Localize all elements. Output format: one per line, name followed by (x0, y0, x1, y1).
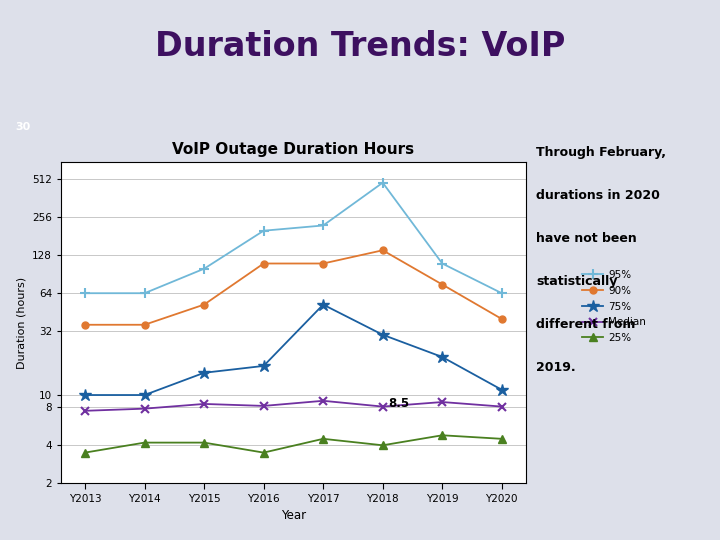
Median (379, 403, 387, 410)
75% (319, 301, 328, 308)
90% (140, 321, 149, 328)
25% (438, 432, 446, 438)
75% (140, 392, 149, 399)
Median (259, 403, 268, 409)
95% (319, 222, 328, 229)
90% (81, 321, 89, 328)
25% (199, 440, 208, 446)
Y-axis label: Duration (hours): Duration (hours) (17, 276, 27, 369)
90% (319, 260, 328, 267)
Line: 25%: 25% (81, 431, 506, 457)
75% (259, 363, 268, 369)
95% (438, 260, 446, 267)
Line: 75%: 75% (78, 298, 508, 401)
90% (379, 247, 387, 253)
75% (498, 387, 506, 393)
25% (259, 449, 268, 456)
75% (199, 369, 208, 376)
Text: 2019.: 2019. (536, 361, 576, 374)
95% (379, 179, 387, 186)
Text: statistically: statistically (536, 275, 618, 288)
95% (140, 290, 149, 296)
Median (498, 403, 506, 410)
25% (81, 449, 89, 456)
Median (81, 408, 89, 414)
90% (199, 301, 208, 308)
25% (498, 436, 506, 442)
95% (498, 290, 506, 296)
25% (379, 442, 387, 449)
90% (438, 281, 446, 288)
Median (140, 406, 149, 412)
Median (438, 399, 446, 406)
25% (319, 436, 328, 442)
Text: different from: different from (536, 318, 636, 331)
Median (199, 401, 208, 407)
90% (259, 260, 268, 267)
Text: Through February,: Through February, (536, 146, 667, 159)
90% (498, 316, 506, 322)
75% (81, 392, 89, 399)
Line: 95%: 95% (80, 178, 507, 298)
Legend: 95%, 90%, 75%, Median, 25%: 95%, 90%, 75%, Median, 25% (578, 266, 650, 347)
95% (259, 227, 268, 234)
75% (379, 332, 387, 338)
X-axis label: Year: Year (281, 509, 306, 522)
Line: 90%: 90% (81, 247, 505, 328)
95% (81, 290, 89, 296)
Line: Median: Median (81, 397, 506, 415)
75% (438, 354, 446, 360)
Text: durations in 2020: durations in 2020 (536, 189, 660, 202)
95% (199, 266, 208, 272)
Text: 8.5: 8.5 (388, 397, 410, 410)
Text: Duration Trends: VoIP: Duration Trends: VoIP (155, 30, 565, 63)
Title: VoIP Outage Duration Hours: VoIP Outage Duration Hours (172, 141, 415, 157)
Text: 30: 30 (16, 123, 31, 132)
Median (319, 397, 328, 404)
Text: have not been: have not been (536, 232, 637, 245)
25% (140, 440, 149, 446)
